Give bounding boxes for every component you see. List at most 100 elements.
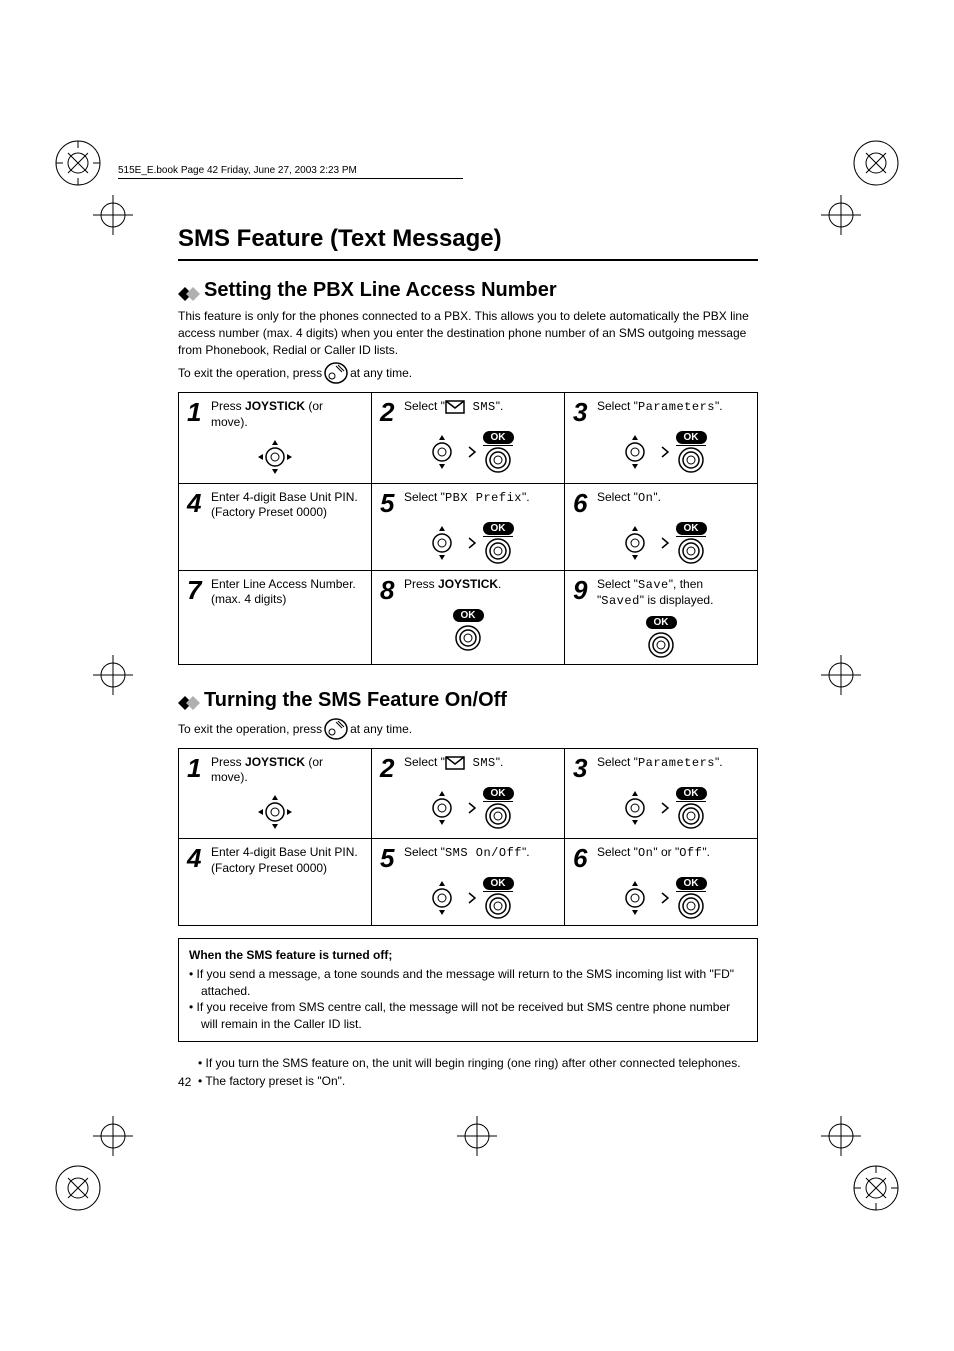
step-number: 4 (187, 845, 205, 871)
section1-intro: This feature is only for the phones conn… (178, 308, 758, 358)
section2-title-text: Turning the SMS Feature On/Off (204, 689, 507, 712)
step-text: Select "PBX Prefix". (404, 490, 556, 507)
step-number: 6 (573, 845, 591, 871)
step-cell: 1Press JOYSTICK (or move). (179, 749, 372, 838)
page-number: 42 (178, 1075, 191, 1089)
section2-steps: 1Press JOYSTICK (or move). 2 Select " SMS"… (178, 748, 758, 926)
ok-label: OK (676, 877, 707, 890)
power-off-icon (324, 718, 348, 740)
step-number: 4 (187, 490, 205, 516)
step-number: 7 (187, 577, 205, 603)
ring-button-icon (648, 632, 674, 658)
reg-cross-icon (93, 655, 133, 695)
ring-button-icon (455, 625, 481, 651)
note-item: If you send a message, a tone sounds and… (189, 966, 747, 1000)
reg-mark-icon (53, 1163, 103, 1213)
ring-button-icon (485, 893, 511, 919)
joystick-updown-icon (423, 789, 461, 827)
ok-label: OK (676, 431, 707, 444)
envelope-icon (445, 756, 465, 770)
reg-mark-icon (53, 138, 103, 188)
arrow-right-icon (660, 536, 670, 550)
step-cell: 3Select "Parameters".OK (565, 749, 757, 838)
arrow-right-icon (660, 891, 670, 905)
step-number: 2 (380, 755, 398, 781)
reg-cross-icon (93, 1116, 133, 1156)
joystick-4way-icon (256, 438, 294, 476)
section1-title-text: Setting the PBX Line Access Number (204, 279, 557, 302)
step-text: Select "Parameters". (597, 399, 749, 416)
arrow-right-icon (467, 801, 477, 815)
diamond-icon (186, 693, 200, 707)
step-number: 8 (380, 577, 398, 603)
ok-label: OK (483, 522, 514, 535)
ring-button-icon (485, 447, 511, 473)
step-number: 5 (380, 845, 398, 871)
step-text: Enter 4-digit Base Unit PIN.(Factory Pre… (211, 845, 363, 876)
step-cell: 2 Select " SMS". OK (372, 393, 565, 482)
after-note-item: If you turn the SMS feature on, the unit… (198, 1054, 758, 1072)
step-text: Select "On". (597, 490, 749, 507)
ring-button-icon (678, 447, 704, 473)
joystick-updown-icon (616, 524, 654, 562)
exit-pre: To exit the operation, press (178, 722, 322, 736)
step-cell: 2 Select " SMS". OK (372, 749, 565, 838)
ring-button-icon (485, 538, 511, 564)
exit-instruction: To exit the operation, press at any time… (178, 718, 758, 740)
ok-label: OK (483, 787, 514, 800)
joystick-updown-icon (423, 433, 461, 471)
joystick-updown-icon (423, 524, 461, 562)
step-text: Select " SMS". (404, 755, 556, 772)
ok-label: OK (646, 616, 677, 629)
step-cell: 4Enter 4-digit Base Unit PIN.(Factory Pr… (179, 484, 372, 570)
exit-pre: To exit the operation, press (178, 366, 322, 380)
step-cell: 8 Press JOYSTICK. OK (372, 571, 565, 664)
step-number: 1 (187, 755, 205, 781)
envelope-icon (445, 400, 465, 414)
step-number: 1 (187, 399, 205, 425)
step-number: 5 (380, 490, 398, 516)
arrow-right-icon (660, 445, 670, 459)
ok-label: OK (483, 431, 514, 444)
step-cell: 3Select "Parameters".OK (565, 393, 757, 482)
reg-cross-icon (821, 1116, 861, 1156)
arrow-right-icon (467, 891, 477, 905)
reg-cross-icon (821, 655, 861, 695)
diamond-icon (186, 284, 200, 298)
note-box: When the SMS feature is turned off; If y… (178, 938, 758, 1042)
step-text: Select " SMS". (404, 399, 556, 416)
step-number: 9 (573, 577, 591, 603)
step-text: Select "Parameters". (597, 755, 749, 772)
note-title: When the SMS feature is turned off; (189, 947, 747, 964)
after-notes: If you turn the SMS feature on, the unit… (178, 1054, 758, 1090)
main-title: SMS Feature (Text Message) (178, 225, 758, 261)
step-text: Select "Save", then "Saved" is displayed… (597, 577, 749, 610)
step-cell: 5Select "SMS On/Off".OK (372, 839, 565, 925)
step-cell: 5 Select "PBX Prefix". OK (372, 484, 565, 570)
step-cell: 1Press JOYSTICK (or move). (179, 393, 372, 482)
step-text: Select "On" or "Off". (597, 845, 749, 862)
step-cell: 4Enter 4-digit Base Unit PIN.(Factory Pr… (179, 839, 372, 925)
joystick-4way-icon (256, 793, 294, 831)
section2-title: Turning the SMS Feature On/Off (178, 689, 758, 712)
step-text: Press JOYSTICK (or move). (211, 399, 363, 430)
step-text: Press JOYSTICK. (404, 577, 556, 593)
after-note-item: The factory preset is "On". (198, 1072, 758, 1090)
reg-cross-icon (93, 195, 133, 235)
step-text: Press JOYSTICK (or move). (211, 755, 363, 786)
step-number: 2 (380, 399, 398, 425)
ok-label: OK (453, 609, 484, 622)
reg-cross-icon (457, 1116, 497, 1156)
step-text: Enter 4-digit Base Unit PIN.(Factory Pre… (211, 490, 363, 521)
ring-button-icon (678, 803, 704, 829)
arrow-right-icon (467, 445, 477, 459)
note-item: If you receive from SMS centre call, the… (189, 999, 747, 1033)
step-text: Enter Line Access Number.(max. 4 digits) (211, 577, 363, 608)
reg-cross-icon (821, 195, 861, 235)
ring-button-icon (678, 893, 704, 919)
ring-button-icon (678, 538, 704, 564)
step-cell: 6 Select "On" or "Off". OK (565, 839, 757, 925)
ok-label: OK (676, 522, 707, 535)
reg-mark-icon (851, 138, 901, 188)
joystick-updown-icon (423, 879, 461, 917)
